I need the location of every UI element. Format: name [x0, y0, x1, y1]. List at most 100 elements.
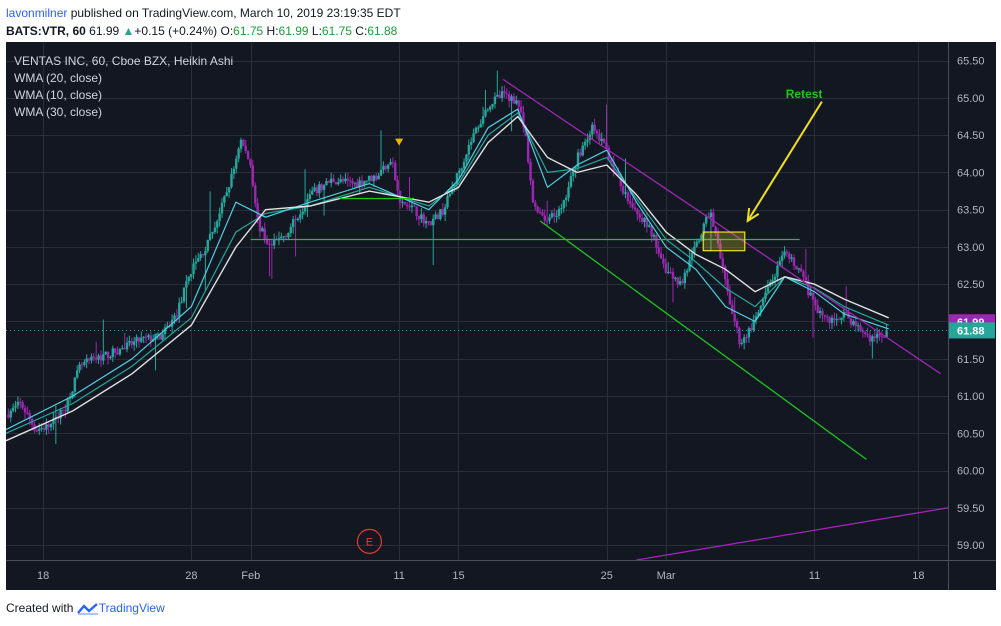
candle-down: [792, 254, 796, 271]
candle-up: [773, 273, 777, 286]
candle-body: [754, 316, 758, 320]
candle-body: [470, 141, 473, 145]
candle-body: [410, 205, 414, 208]
author-link[interactable]: lavonmilner: [6, 6, 68, 20]
candle-body: [574, 167, 577, 169]
candle-body: [235, 158, 238, 169]
candle-up: [493, 92, 497, 109]
candle-body: [735, 321, 739, 328]
candle-up: [740, 338, 743, 346]
candle-down: [716, 227, 720, 249]
candle-up: [790, 253, 793, 262]
candle-body: [818, 310, 822, 314]
candle-up: [111, 345, 115, 363]
candle-up: [322, 184, 326, 216]
candle-down: [657, 240, 660, 257]
candle-down: [788, 251, 791, 264]
candle-body: [550, 213, 554, 218]
candle-down: [738, 326, 741, 349]
candle-up: [674, 276, 677, 282]
candle-up: [797, 267, 800, 274]
candle-body: [569, 175, 573, 187]
candle-down: [436, 212, 440, 220]
earnings-marker-icon: [356, 528, 383, 554]
candle-body: [408, 206, 411, 208]
candle-body: [225, 192, 228, 197]
candle-down: [799, 264, 803, 273]
candle-up: [329, 172, 333, 188]
candle-body: [106, 351, 110, 359]
chart-header: lavonmilner published on TradingView.com…: [6, 4, 996, 40]
candle-down: [408, 176, 411, 211]
candle-up: [339, 174, 342, 184]
candle-body: [861, 330, 865, 333]
candle-up: [147, 333, 150, 341]
candle-body: [405, 204, 409, 207]
candle-up: [569, 171, 573, 189]
candle-body: [42, 428, 46, 430]
candle-up: [472, 128, 475, 144]
candle-up: [591, 122, 594, 140]
candle-down: [251, 159, 255, 188]
candle-body: [712, 212, 715, 227]
x-tick-label: 25: [601, 570, 613, 582]
candle-body: [507, 94, 511, 101]
candle-body: [92, 356, 96, 358]
flag-marker-icon: [395, 138, 404, 146]
candle-body: [477, 127, 480, 129]
candle-body: [738, 327, 741, 344]
candle-body: [310, 190, 314, 195]
candle-body: [676, 277, 679, 285]
candle-body: [194, 261, 198, 264]
candle-down: [861, 327, 865, 338]
candle-body: [351, 180, 354, 184]
low-value: 61.75: [321, 24, 352, 38]
candle-up: [809, 285, 812, 297]
candle-body: [610, 159, 613, 162]
candle-up: [166, 321, 169, 328]
candle-body: [460, 168, 463, 171]
candle-body: [581, 145, 584, 156]
candle-up: [199, 251, 202, 261]
candle-body: [633, 207, 637, 210]
candle-up: [754, 312, 758, 325]
candle-down: [360, 175, 364, 190]
price-chart[interactable]: Retest E 65.50 65.00 64.50 64.00 63.50 63.00 62.…: [6, 42, 996, 590]
candle-up: [9, 408, 12, 423]
candle-body: [602, 138, 606, 143]
candle-down: [415, 206, 418, 221]
tradingview-brand[interactable]: TradingView: [98, 601, 165, 615]
candle-body: [49, 423, 53, 428]
candle-down: [498, 90, 501, 99]
candle-up: [235, 155, 238, 174]
candle-down: [731, 299, 734, 315]
candle-up: [365, 180, 368, 184]
x-tick-label: 18: [37, 570, 49, 582]
chart-background: [6, 42, 996, 590]
candle-body: [640, 218, 644, 222]
candle-up: [683, 269, 687, 289]
candle-up: [367, 175, 371, 185]
candle-down: [246, 150, 250, 160]
candle-up: [206, 239, 209, 254]
candle-up: [420, 207, 423, 223]
candle-body: [626, 192, 630, 202]
candle-body: [643, 217, 646, 222]
open-label: O:: [220, 24, 234, 38]
candle-down: [626, 190, 630, 205]
candle-body: [704, 216, 708, 224]
candle-up: [223, 195, 226, 208]
candle-body: [178, 302, 181, 317]
candle-body: [771, 279, 774, 283]
publish-line: lavonmilner published on TradingView.com…: [6, 4, 996, 22]
candle-down: [503, 85, 506, 98]
candle-body: [204, 250, 207, 256]
y-tick-label: 62.50: [957, 279, 985, 291]
candle-up: [443, 203, 447, 222]
candle-body: [9, 410, 12, 418]
candle-body: [270, 244, 274, 246]
candle-down: [728, 285, 732, 305]
candle-up: [434, 211, 437, 220]
candle-up: [583, 138, 587, 150]
candle-down: [595, 129, 599, 139]
